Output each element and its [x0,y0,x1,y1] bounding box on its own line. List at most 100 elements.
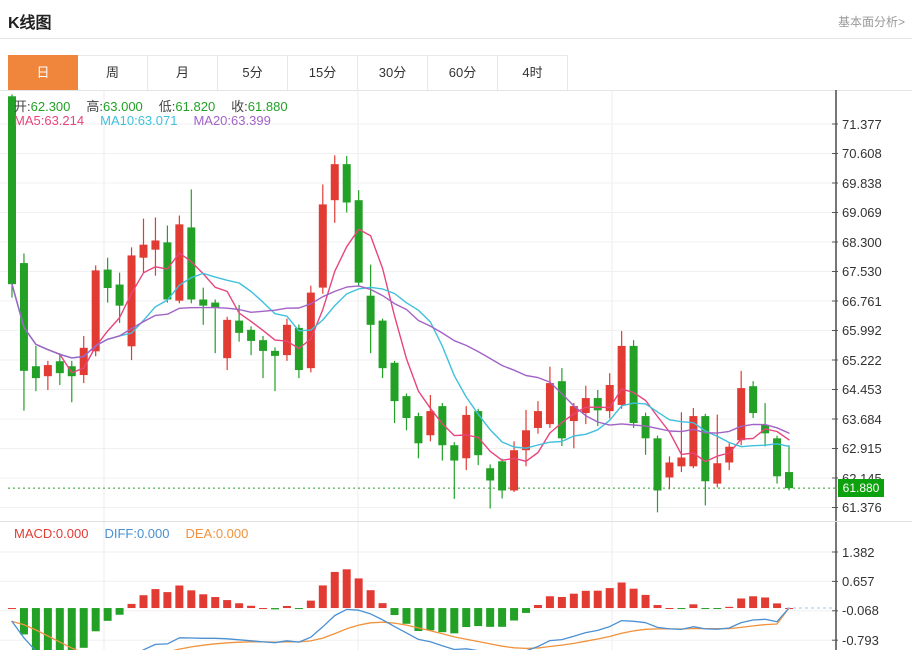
macd-bar [19,608,28,635]
candle [593,398,602,411]
candle [474,411,483,456]
macd-bar [378,603,387,609]
axis-tick-label: 68.300 [842,234,882,250]
macd-bar [31,608,40,650]
macd-bar [450,608,459,634]
tab-5分[interactable]: 5分 [218,55,288,90]
candle [498,461,507,491]
candle [749,386,758,414]
candle [211,302,220,308]
axis-tick-label: 70.608 [842,146,882,161]
macd-bar [677,608,686,610]
axis-tick-label: 61.376 [842,500,882,515]
macd-bar [270,608,279,610]
page-title: K线图 [8,15,52,32]
macd-bar [163,592,172,609]
tab-月[interactable]: 月 [148,55,218,90]
candle [43,365,52,377]
macd-bar [545,596,554,609]
candle [605,385,614,412]
candle [354,200,363,283]
ohlc-readout: 开:62.300 高:63.000 低:61.820 收:61.880 [14,96,304,115]
macd-bar [605,588,614,609]
candle [55,361,64,374]
candle [223,319,232,359]
macd-bar [259,608,268,610]
macd-bar [211,597,220,609]
tab-4时[interactable]: 4时 [498,55,568,90]
macd-bar [438,608,447,633]
macd-bar [43,608,52,650]
macd-bar [641,594,650,609]
macd-bar [8,608,16,610]
macd-bar [653,605,662,609]
tab-15分[interactable]: 15分 [288,55,358,90]
fundamental-analysis-link[interactable]: 基本面分析> [837,15,905,29]
candle [617,345,626,405]
candle [235,320,244,333]
candle [342,164,351,203]
candle [689,416,698,467]
macd-bar [342,569,351,609]
candle [486,468,495,481]
candle [641,416,650,439]
axis-tick-label: 66.761 [842,293,882,309]
candle [701,416,710,482]
interval-tab-bar: 日周月 5分 15分 30分 60分 4时 [8,55,568,90]
candle [522,430,531,451]
macd-bar [55,608,64,650]
macd-bar [701,608,710,610]
macd-bar [510,608,519,621]
axis-tick-label: 65.222 [842,352,882,368]
axis-tick-label: 69.838 [842,175,882,191]
candle [8,96,16,285]
candle [151,240,160,250]
macd-bar [557,596,566,609]
candle [713,463,722,484]
candle [426,411,435,436]
pane-divider [0,521,912,522]
tab-周[interactable]: 周 [78,55,148,90]
axis-tick-label: -0.793 [842,632,879,648]
macd-bar [282,605,291,609]
macd-bar [366,590,375,609]
candle [199,299,208,306]
candle [737,388,746,441]
candle [533,411,542,428]
readout-item: DIFF:0.000 [104,526,170,541]
macd-bar [581,590,590,609]
macd-bar [79,608,88,648]
macd-bar [139,595,148,609]
candle [725,446,734,463]
candle [31,366,40,379]
tab-60分[interactable]: 60分 [428,55,498,90]
candle [438,406,447,446]
candle [677,457,686,467]
axis-tick-label: 0.657 [842,573,875,589]
macd-bar [91,608,100,632]
macd-bar [713,608,722,610]
macd-bar [665,607,674,609]
candle [79,347,88,376]
macd-bar [318,585,327,609]
macd-bar [462,608,471,628]
candle [665,462,674,478]
axis-tick-label: 1.382 [842,544,875,560]
macd-bar [426,608,435,631]
candle [557,381,566,439]
macd-bar [127,603,136,609]
tab-30分[interactable]: 30分 [358,55,428,90]
candle [282,324,291,356]
candle [629,345,638,423]
candle [175,224,184,301]
tab-日[interactable]: 日 [8,55,78,90]
candle [270,350,279,356]
macd-bar [330,571,339,609]
candle [390,362,399,402]
macd-bar [390,608,399,616]
candle [163,242,172,300]
macd-bar [593,590,602,609]
tabbar-divider [0,90,912,91]
